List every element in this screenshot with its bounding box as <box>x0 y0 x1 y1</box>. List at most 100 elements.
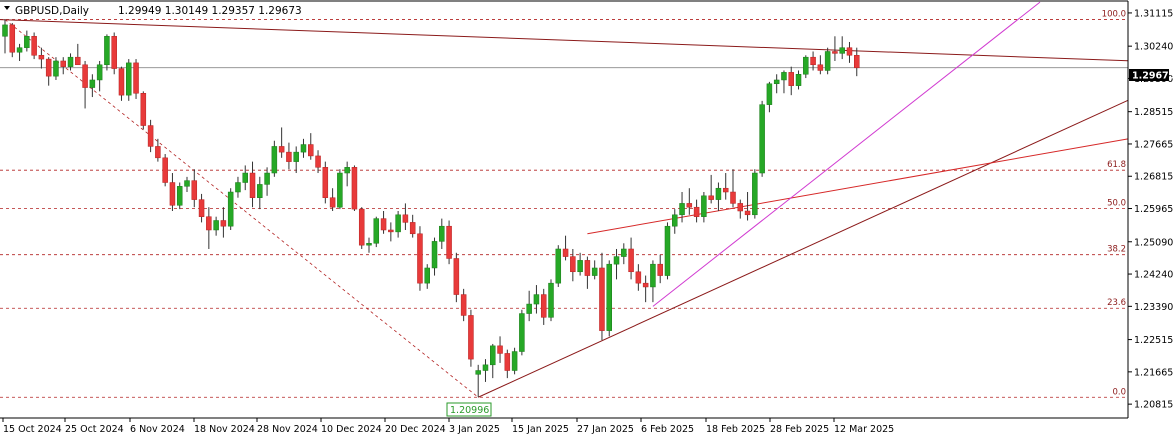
candle-body <box>206 216 212 231</box>
candle-body <box>817 64 824 71</box>
candle-body <box>540 294 547 318</box>
candle-body <box>155 146 161 159</box>
fib-level-label: 100.0 <box>1102 10 1126 20</box>
candle-body <box>475 370 481 375</box>
fib-level-label: 50.0 <box>1107 199 1126 209</box>
candle-body <box>249 172 256 198</box>
time-tick-label: 18 Feb 2025 <box>706 424 765 435</box>
price-tick-label: 1.27665 <box>1134 139 1173 150</box>
candle-body <box>286 151 292 162</box>
candle-body <box>38 55 45 60</box>
time-tick-label: 6 Nov 2024 <box>130 424 185 435</box>
price-tick-label: 1.26815 <box>1134 172 1173 183</box>
candle-body <box>591 267 598 276</box>
candle-body <box>264 172 270 185</box>
time-tick-label: 28 Nov 2024 <box>257 424 318 435</box>
candle-body <box>147 125 154 147</box>
candle-body <box>373 218 380 244</box>
candle-body <box>344 167 350 174</box>
candle-body <box>235 182 241 193</box>
price-tick-label: 1.25090 <box>1134 237 1173 248</box>
time-tick-label: 3 Jan 2025 <box>449 424 500 435</box>
time-tick-label: 18 Nov 2024 <box>194 424 255 435</box>
time-tick-label: 12 Mar 2025 <box>834 424 894 435</box>
steep-trend-line <box>652 1 1041 307</box>
candle-body <box>497 345 503 354</box>
candle-body <box>715 187 722 200</box>
candle-body <box>548 282 554 318</box>
time-tick-label: 10 Dec 2024 <box>321 424 382 435</box>
fib-level-label: 23.6 <box>1107 298 1126 308</box>
time-tick-label: 28 Feb 2025 <box>770 424 829 435</box>
candle-body <box>257 184 263 198</box>
candle-body <box>613 256 620 265</box>
candle-body <box>854 55 860 69</box>
candle-body <box>409 222 416 235</box>
candle-body <box>184 180 190 187</box>
candle-body <box>220 220 227 227</box>
candle-body <box>752 172 758 216</box>
candle-body <box>453 258 460 295</box>
candle-body <box>693 206 700 217</box>
fib-level-label: 61.8 <box>1107 160 1126 170</box>
candle-body <box>329 197 336 208</box>
candle-body <box>744 210 751 216</box>
candles <box>2 19 860 398</box>
candle-body <box>82 64 88 88</box>
candle-body <box>788 72 794 86</box>
candle-body <box>628 248 634 273</box>
candle-body <box>169 182 176 206</box>
fib-level-label: 0.0 <box>1112 387 1126 397</box>
candle-body <box>60 60 66 67</box>
price-tick-label: 1.21665 <box>1134 367 1173 378</box>
candle-body <box>766 83 773 105</box>
candle-body <box>227 191 234 227</box>
candle-body <box>606 263 612 331</box>
dropdown-triangle-icon[interactable] <box>4 6 10 10</box>
candle-body <box>773 79 780 85</box>
candle-body <box>111 36 117 69</box>
price-tick-label: 1.30240 <box>1134 42 1173 53</box>
candle-body <box>446 225 452 259</box>
candle-body <box>118 68 125 96</box>
candle-body <box>533 294 540 305</box>
candle-body <box>133 62 139 94</box>
candle-body <box>424 267 430 284</box>
candle-body <box>308 144 314 157</box>
time-tick-label: 15 Oct 2024 <box>3 424 62 435</box>
candle-body <box>504 353 511 371</box>
fibonacci-levels: 100.0 61.8 50.0 38.2 23.6 0.0 <box>0 10 1128 398</box>
resistance-line <box>0 19 1129 62</box>
candle-body <box>162 157 168 183</box>
candle-body <box>686 203 693 208</box>
price-tick-label: 1.22515 <box>1134 335 1173 346</box>
symbol-label: GBPUSD,Daily <box>15 5 89 17</box>
candle-body <box>584 260 591 276</box>
candle-body <box>824 51 831 71</box>
candle-body <box>24 36 30 48</box>
time-tick-label: 27 Jan 2025 <box>577 424 634 435</box>
candle-body <box>635 271 642 284</box>
candle-body <box>300 144 307 153</box>
candle-body <box>839 47 845 54</box>
candle-body <box>366 243 372 246</box>
candle-body <box>75 56 81 66</box>
candle-body <box>468 315 474 360</box>
price-tick-label: 1.23390 <box>1134 302 1173 313</box>
candle-body <box>176 186 183 206</box>
candle-body <box>672 214 678 227</box>
candle-body <box>781 72 787 81</box>
price-axis-labels: 1.311151.302401.293901.285151.276651.268… <box>1128 8 1173 411</box>
candle-body <box>562 248 569 257</box>
price-tick-label: 1.24240 <box>1134 270 1173 281</box>
candle-body <box>846 47 853 56</box>
price-tick-label: 1.28515 <box>1134 107 1173 118</box>
candle-body <box>242 172 248 183</box>
candle-body <box>664 225 671 276</box>
time-tick-label: 6 Feb 2025 <box>641 424 694 435</box>
ohlc-values: 1.29949 1.30149 1.29357 1.29673 <box>118 5 302 17</box>
candle-body <box>490 345 496 366</box>
